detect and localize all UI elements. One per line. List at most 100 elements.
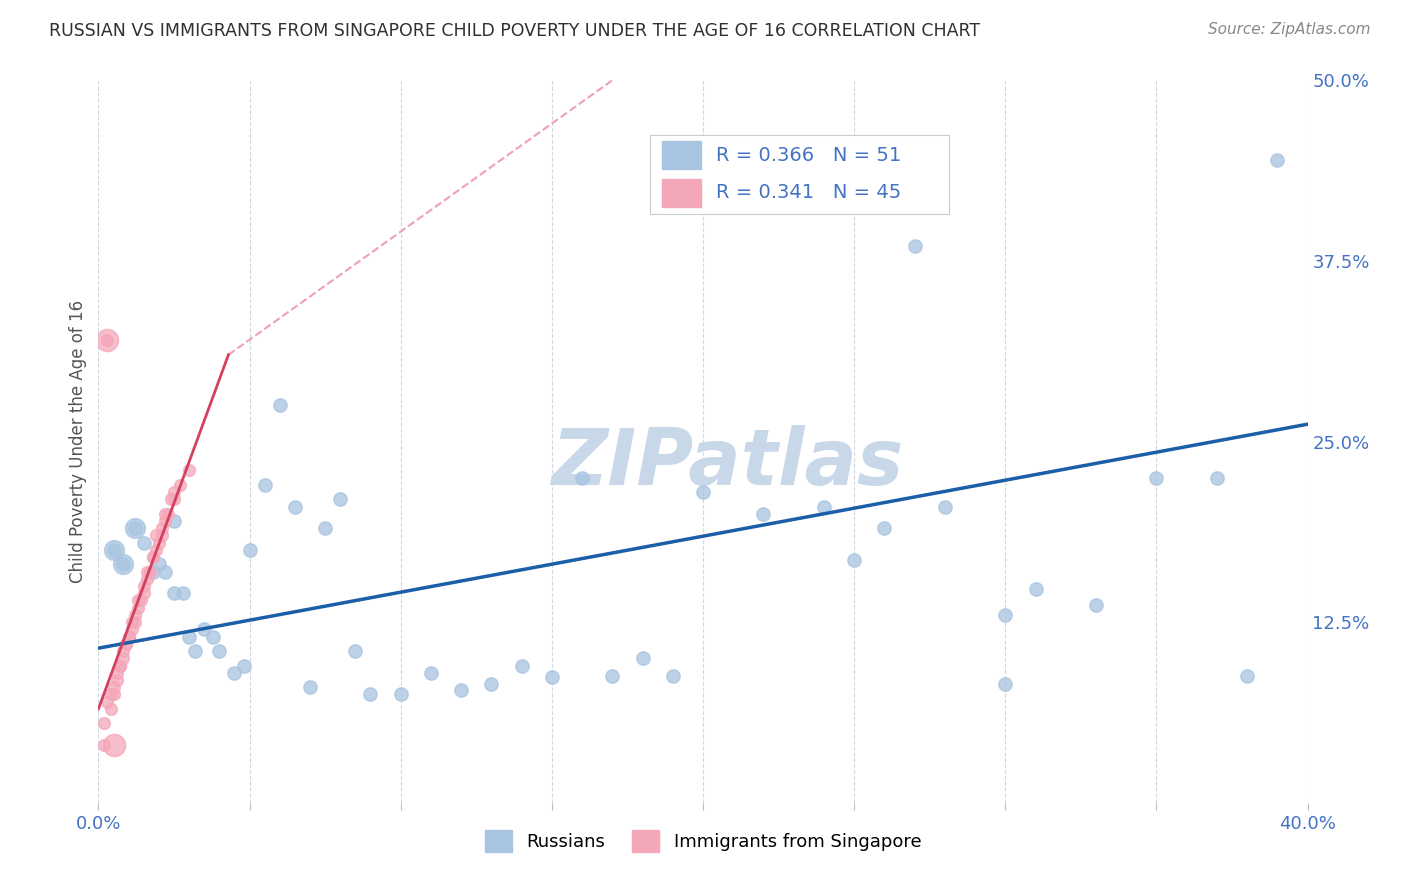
Point (124, 607, 146, 622)
Point (540, 670, 562, 684)
Point (103, 542, 125, 557)
Point (105, 673, 128, 687)
Point (127, 593, 149, 607)
Point (118, 630, 141, 644)
Point (153, 565, 176, 579)
Point (631, 651, 654, 665)
Point (121, 623, 143, 637)
Point (844, 553, 866, 567)
Point (103, 680, 125, 694)
Point (163, 485, 186, 500)
Point (111, 644, 134, 658)
Point (934, 500, 956, 514)
Point (150, 521, 173, 535)
Point (661, 668, 683, 682)
Point (344, 644, 367, 658)
Point (179, 463, 201, 477)
Point (93, 738, 115, 752)
Text: RUSSIAN VS IMMIGRANTS FROM SINGAPORE CHILD POVERTY UNDER THE AGE OF 16 CORRELATI: RUSSIAN VS IMMIGRANTS FROM SINGAPORE CHI… (49, 22, 980, 40)
Point (193, 623, 215, 637)
Point (127, 600, 149, 615)
Point (994, 607, 1017, 622)
Point (100, 687, 122, 701)
Point (93, 716, 115, 731)
Point (108, 658, 131, 673)
Point (299, 680, 322, 694)
Point (172, 586, 194, 600)
Text: ZIPatlas: ZIPatlas (551, 425, 903, 501)
Point (813, 500, 835, 514)
Point (1085, 598, 1108, 612)
Point (153, 514, 176, 528)
Point (284, 500, 307, 514)
Legend: Russians, Immigrants from Singapore: Russians, Immigrants from Singapore (478, 822, 928, 859)
Point (114, 637, 136, 651)
Point (450, 683, 472, 698)
Point (169, 478, 191, 492)
Point (571, 470, 593, 484)
Point (105, 665, 128, 680)
Point (153, 507, 176, 521)
Point (111, 558, 134, 572)
Point (148, 535, 170, 549)
Point (103, 542, 125, 557)
Point (239, 542, 262, 557)
Point (602, 668, 624, 682)
Point (873, 521, 896, 535)
Point (132, 579, 155, 593)
Point (163, 514, 186, 528)
Point (314, 521, 336, 535)
Point (103, 687, 125, 701)
Bar (662, 141, 700, 169)
Point (1236, 668, 1258, 682)
Point (1024, 582, 1046, 596)
Point (994, 677, 1017, 691)
Point (114, 637, 136, 651)
Point (145, 542, 167, 557)
Point (752, 507, 775, 521)
Point (96, 695, 118, 709)
Text: Source: ZipAtlas.com: Source: ZipAtlas.com (1208, 22, 1371, 37)
Point (142, 550, 165, 565)
Point (96, 334, 118, 348)
Point (111, 651, 134, 665)
Point (148, 558, 170, 572)
Point (108, 658, 131, 673)
Point (124, 521, 146, 535)
Point (132, 535, 155, 549)
Point (135, 572, 157, 586)
Bar (662, 178, 700, 207)
Point (184, 644, 207, 658)
Point (145, 528, 167, 542)
Point (202, 630, 225, 644)
Point (142, 565, 165, 579)
Point (135, 565, 157, 579)
Point (253, 478, 276, 492)
Point (420, 665, 443, 680)
Point (124, 615, 146, 630)
Point (100, 702, 122, 716)
Point (179, 630, 201, 644)
Point (163, 492, 186, 507)
Point (481, 677, 503, 691)
Point (208, 644, 231, 658)
Point (160, 492, 183, 507)
Point (329, 492, 352, 507)
Text: R = 0.366   N = 51: R = 0.366 N = 51 (716, 145, 901, 164)
Point (1144, 470, 1167, 484)
Point (904, 239, 927, 253)
Point (103, 738, 125, 752)
Point (269, 398, 291, 412)
Point (111, 558, 134, 572)
Point (389, 687, 412, 701)
Point (96, 334, 118, 348)
Point (121, 615, 143, 630)
Point (232, 658, 254, 673)
Point (163, 586, 186, 600)
Point (129, 593, 152, 607)
Point (360, 687, 382, 701)
Point (1267, 153, 1289, 167)
Point (132, 586, 155, 600)
Point (124, 521, 146, 535)
Point (150, 528, 173, 542)
